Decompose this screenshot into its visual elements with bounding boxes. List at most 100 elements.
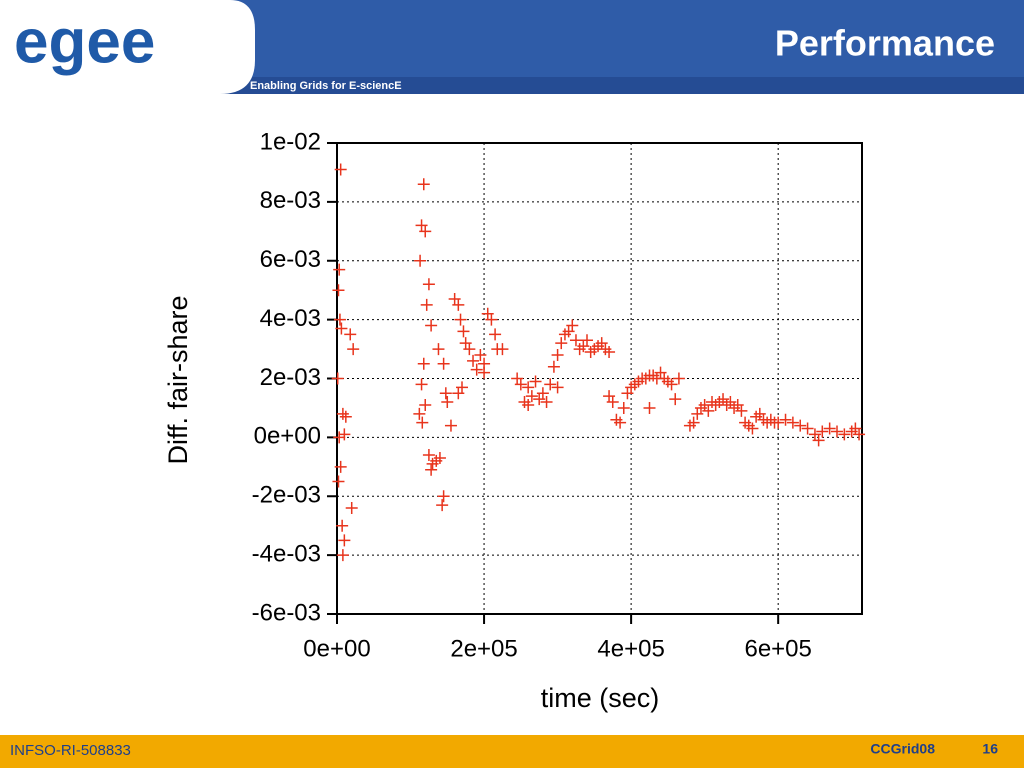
point <box>347 343 360 356</box>
point <box>467 354 480 367</box>
point <box>831 425 843 438</box>
point <box>345 502 358 515</box>
point <box>463 343 476 356</box>
point <box>614 416 627 429</box>
point <box>420 298 433 311</box>
point <box>786 416 799 429</box>
point <box>772 416 785 429</box>
y-tick-label: 8e-03 <box>260 187 321 214</box>
y-tick-label: 4e-03 <box>260 305 321 332</box>
y-tick-label: 0e+00 <box>254 423 321 450</box>
slide-title: Performance <box>775 23 995 64</box>
point <box>522 398 535 411</box>
x-tick-label: 6e+05 <box>744 635 811 662</box>
point <box>606 396 619 409</box>
point <box>425 463 438 476</box>
point <box>422 449 435 462</box>
y-tick-label: -2e-03 <box>252 482 321 509</box>
y-tick-label: -6e-03 <box>252 599 321 626</box>
point <box>414 254 427 267</box>
point <box>336 549 349 562</box>
point <box>617 401 630 414</box>
point <box>514 378 527 391</box>
point <box>334 163 347 176</box>
point <box>335 322 348 335</box>
footer-bar <box>0 735 1024 768</box>
point <box>525 390 538 403</box>
point <box>485 313 498 326</box>
point <box>529 375 542 388</box>
point <box>422 278 435 291</box>
point <box>419 225 432 238</box>
point <box>441 396 454 409</box>
x-tick-label: 0e+00 <box>303 635 370 662</box>
point <box>333 431 346 444</box>
point <box>816 425 829 438</box>
point <box>415 378 428 391</box>
point <box>551 381 564 394</box>
y-tick-label: -4e-03 <box>252 540 321 567</box>
y-axis-label: Diff. fair-share <box>163 295 193 464</box>
point <box>672 372 685 385</box>
tagline: Enabling Grids for E-sciencE <box>250 80 402 92</box>
point <box>779 413 792 426</box>
point <box>566 319 579 332</box>
point <box>474 348 487 361</box>
footer-left: INFSO-RI-508833 <box>10 742 131 759</box>
logo: egee <box>14 7 155 76</box>
point <box>454 313 467 326</box>
point <box>540 396 553 409</box>
point <box>432 343 445 356</box>
x-tick-label: 2e+05 <box>450 635 517 662</box>
page-number: 16 <box>982 741 998 757</box>
point <box>838 428 851 441</box>
point <box>416 416 429 429</box>
point <box>544 378 557 391</box>
point <box>489 328 502 341</box>
point <box>853 428 866 441</box>
point <box>687 416 700 429</box>
point <box>332 284 345 297</box>
point <box>339 410 352 423</box>
point <box>470 363 483 376</box>
point <box>551 348 564 361</box>
point <box>801 422 814 435</box>
logo-bg <box>0 0 255 94</box>
point <box>331 372 344 385</box>
point <box>735 404 748 417</box>
point <box>581 334 593 347</box>
point <box>496 343 509 356</box>
point <box>417 357 430 370</box>
y-tick-label: 1e-02 <box>260 128 321 155</box>
point <box>437 490 450 503</box>
point <box>338 534 351 547</box>
point <box>336 407 349 420</box>
point <box>334 460 347 473</box>
point <box>669 393 682 406</box>
point <box>522 381 535 394</box>
point <box>452 298 465 311</box>
point <box>344 328 357 341</box>
tagline-bar <box>0 77 1024 94</box>
point <box>436 499 449 512</box>
point <box>794 419 807 432</box>
x-tick-label: 4e+05 <box>597 635 664 662</box>
point <box>332 475 345 488</box>
point <box>433 451 446 464</box>
point <box>665 378 678 391</box>
x-axis-label: time (sec) <box>541 683 660 713</box>
y-tick-label: 2e-03 <box>260 364 321 391</box>
point <box>444 419 457 432</box>
point <box>425 319 438 332</box>
point <box>555 337 568 350</box>
point <box>336 519 349 532</box>
footer-center: CCGrid08 <box>870 741 935 757</box>
point <box>437 357 450 370</box>
point <box>547 360 560 373</box>
point <box>603 346 616 359</box>
point <box>536 387 549 400</box>
point <box>439 387 452 400</box>
point <box>338 428 351 441</box>
point <box>457 325 470 338</box>
